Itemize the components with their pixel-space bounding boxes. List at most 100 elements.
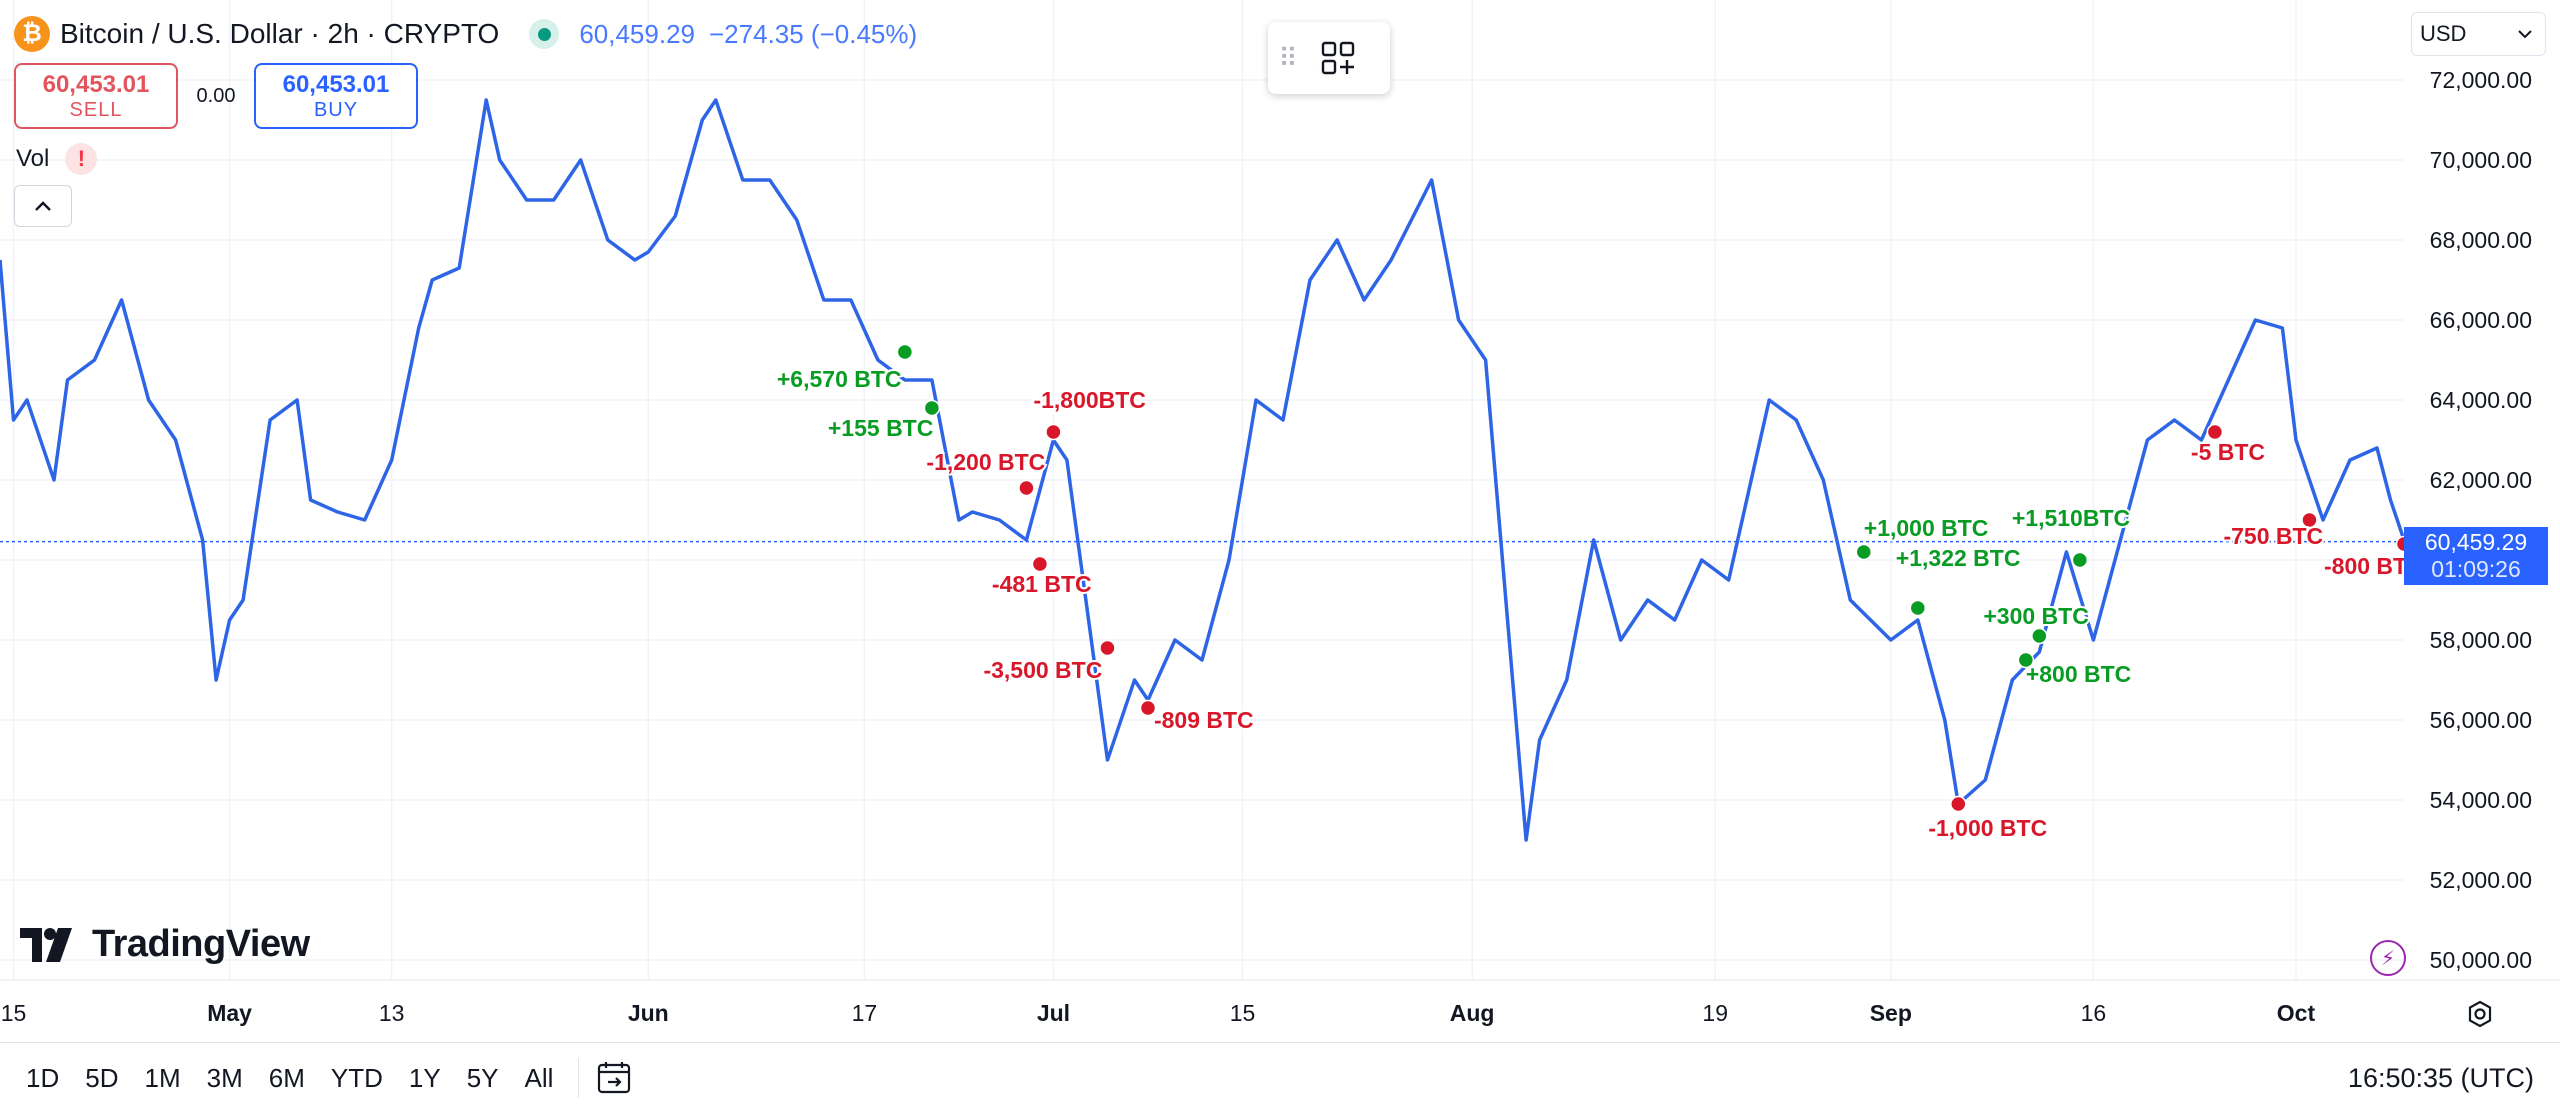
symbol-title[interactable]: Bitcoin / U.S. Dollar · 2h · CRYPTO — [60, 18, 500, 49]
bitcoin-icon: ₿ — [14, 16, 50, 52]
floating-toolbar: ⠿ — [1268, 22, 1390, 94]
sell-price: 60,453.01 — [42, 70, 150, 98]
chevron-up-icon — [35, 201, 51, 211]
range-button-3m[interactable]: 3M — [206, 1062, 243, 1093]
trade-marker-buy — [2031, 627, 2048, 645]
range-button-1d[interactable]: 1D — [26, 1062, 60, 1093]
trade-label-sell: -5 BTC — [2191, 439, 2265, 465]
tradingview-logo[interactable]: TradingView — [20, 923, 310, 966]
y-tick-label: 54,000.00 — [2430, 787, 2532, 813]
date-range-group: 1D 5D 1M 3M 6M YTD 1Y 5Y All — [0, 1063, 566, 1094]
sell-label: SELL — [69, 98, 123, 121]
range-button-1m[interactable]: 1M — [144, 1062, 181, 1093]
trade-marker-sell — [1139, 699, 1157, 717]
y-tick-label: 72,000.00 — [2430, 67, 2532, 93]
trade-marker-buy — [2017, 651, 2035, 669]
trade-marker-buy — [1855, 543, 1873, 561]
current-price-tag: 60,459.29 01:09:26 — [2404, 527, 2548, 585]
trade-label-sell: -1,200 BTC — [926, 449, 1045, 475]
chart-header: ₿ Bitcoin / U.S. Dollar · 2h · CRYPTO 60… — [14, 14, 917, 54]
range-button-ytd[interactable]: YTD — [330, 1062, 383, 1093]
price-chart[interactable]: +6,570 BTC +155 BTC -1,800BTC -1,200 BTC -48… — [0, 0, 2560, 1042]
market-open-icon — [529, 19, 560, 49]
add-widget-icon[interactable] — [1308, 28, 1368, 88]
drag-handle-icon[interactable]: ⠿ — [1278, 42, 1298, 73]
x-tick-label: Jul — [1037, 1000, 1070, 1026]
trade-label-buy: +800 BTC — [2026, 661, 2131, 687]
trade-marker-buy — [2071, 551, 2089, 569]
settings-icon[interactable] — [2462, 996, 2498, 1032]
trade-marker-sell — [1031, 555, 1049, 573]
warning-icon[interactable]: ! — [65, 143, 98, 175]
go-to-date-icon[interactable] — [591, 1054, 639, 1102]
bar-countdown: 01:09:26 — [2431, 556, 2521, 582]
buy-button[interactable]: 60,453.01 BUY — [254, 63, 418, 129]
trade-label-buy: +1,000 BTC — [1864, 515, 1989, 541]
buy-label: BUY — [313, 98, 359, 121]
trade-label-sell: -481 BTC — [992, 571, 1092, 597]
x-tick-label: Sep — [1870, 1000, 1912, 1026]
x-tick-label: 16 — [2081, 1000, 2107, 1026]
bottom-toolbar: 1D 5D 1M 3M 6M YTD 1Y 5Y All 16:50:35 (UTC) — [0, 1042, 2560, 1113]
utc-clock[interactable]: 16:50:35 (UTC) — [2347, 1063, 2534, 1093]
y-tick-label: 64,000.00 — [2430, 387, 2532, 413]
x-tick-label: May — [207, 1000, 252, 1026]
trade-marker-sell — [1950, 795, 1967, 813]
collapse-legend-button[interactable] — [14, 185, 72, 227]
volume-indicator-legend[interactable]: Vol ! — [16, 143, 98, 175]
trade-label-buy: +300 BTC — [1983, 603, 2088, 629]
x-tick-label: 19 — [1702, 1000, 1728, 1026]
trade-label-buy: +155 BTC — [828, 415, 933, 441]
trade-marker-buy — [923, 399, 941, 417]
trade-marker-buy — [896, 343, 914, 361]
x-tick-label: 17 — [852, 1000, 878, 1026]
trade-marker-sell — [1045, 423, 1062, 441]
x-tick-label: 15 — [1230, 1000, 1256, 1026]
header-price: 60,459.29 — [579, 18, 695, 49]
x-tick-label: Aug — [1450, 1000, 1495, 1026]
lightning-icon[interactable]: ⚡ — [2370, 940, 2406, 976]
range-button-1y[interactable]: 1Y — [408, 1062, 441, 1093]
y-tick-label: 66,000.00 — [2430, 307, 2532, 333]
range-button-6m[interactable]: 6M — [268, 1062, 305, 1093]
trade-markers: +6,570 BTC +155 BTC -1,800BTC -1,200 BTC -48… — [775, 343, 2426, 843]
y-tick-label: 50,000.00 — [2430, 947, 2532, 973]
range-button-5d[interactable]: 5D — [85, 1062, 119, 1093]
x-tick-label: Oct — [2277, 1000, 2316, 1026]
trade-label-buy: +6,570 BTC — [777, 366, 902, 392]
y-axis[interactable]: 72,000.00 70,000.00 68,000.00 66,000.00 64,0… — [2430, 67, 2532, 973]
trade-label-sell: -1,800BTC — [1033, 387, 1145, 413]
volume-label: Vol — [16, 145, 50, 172]
buy-price: 60,453.01 — [282, 70, 390, 98]
x-tick-label: 15 — [1, 1000, 27, 1026]
trade-label-sell: -809 BTC — [1154, 707, 1254, 733]
chevron-down-icon — [2518, 30, 2532, 39]
y-tick-label: 56,000.00 — [2430, 707, 2532, 733]
logo-text: TradingView — [92, 923, 310, 965]
price-tag-value: 60,459.29 — [2424, 529, 2528, 555]
y-tick-label: 62,000.00 — [2430, 467, 2532, 493]
tradingview-logo-icon — [20, 927, 72, 962]
header-change: −274.35 (−0.45%) — [709, 18, 918, 49]
trade-marker-sell — [1099, 639, 1116, 657]
trade-label-sell: -1,000 BTC — [1928, 815, 2047, 841]
toolbar-divider — [578, 1058, 580, 1098]
x-axis[interactable]: 15 May 13 Jun 17 Jul 15 Aug 19 Sep 16 Oct — [1, 1000, 2316, 1026]
range-button-all[interactable]: All — [524, 1062, 554, 1093]
y-tick-label: 70,000.00 — [2430, 147, 2532, 173]
x-tick-label: 13 — [379, 1000, 405, 1026]
y-tick-label: 68,000.00 — [2430, 227, 2532, 253]
spread-value: 0.00 — [196, 84, 236, 107]
trade-panel: 60,453.01 SELL 0.00 60,453.01 BUY — [14, 63, 418, 129]
trade-marker-sell — [1018, 479, 1035, 497]
trade-marker-sell — [2206, 423, 2224, 441]
trade-label-buy: +1,322 BTC — [1896, 545, 2021, 571]
trade-marker-buy — [1909, 599, 1927, 617]
price-series-line — [0, 98, 2406, 842]
range-button-5y[interactable]: 5Y — [466, 1062, 499, 1093]
currency-select[interactable]: USD — [2411, 12, 2546, 56]
y-tick-label: 52,000.00 — [2430, 867, 2532, 893]
trade-label-sell: -3,500 BTC — [983, 657, 1102, 683]
chart-grid — [0, 0, 2560, 981]
sell-button[interactable]: 60,453.01 SELL — [14, 63, 178, 129]
